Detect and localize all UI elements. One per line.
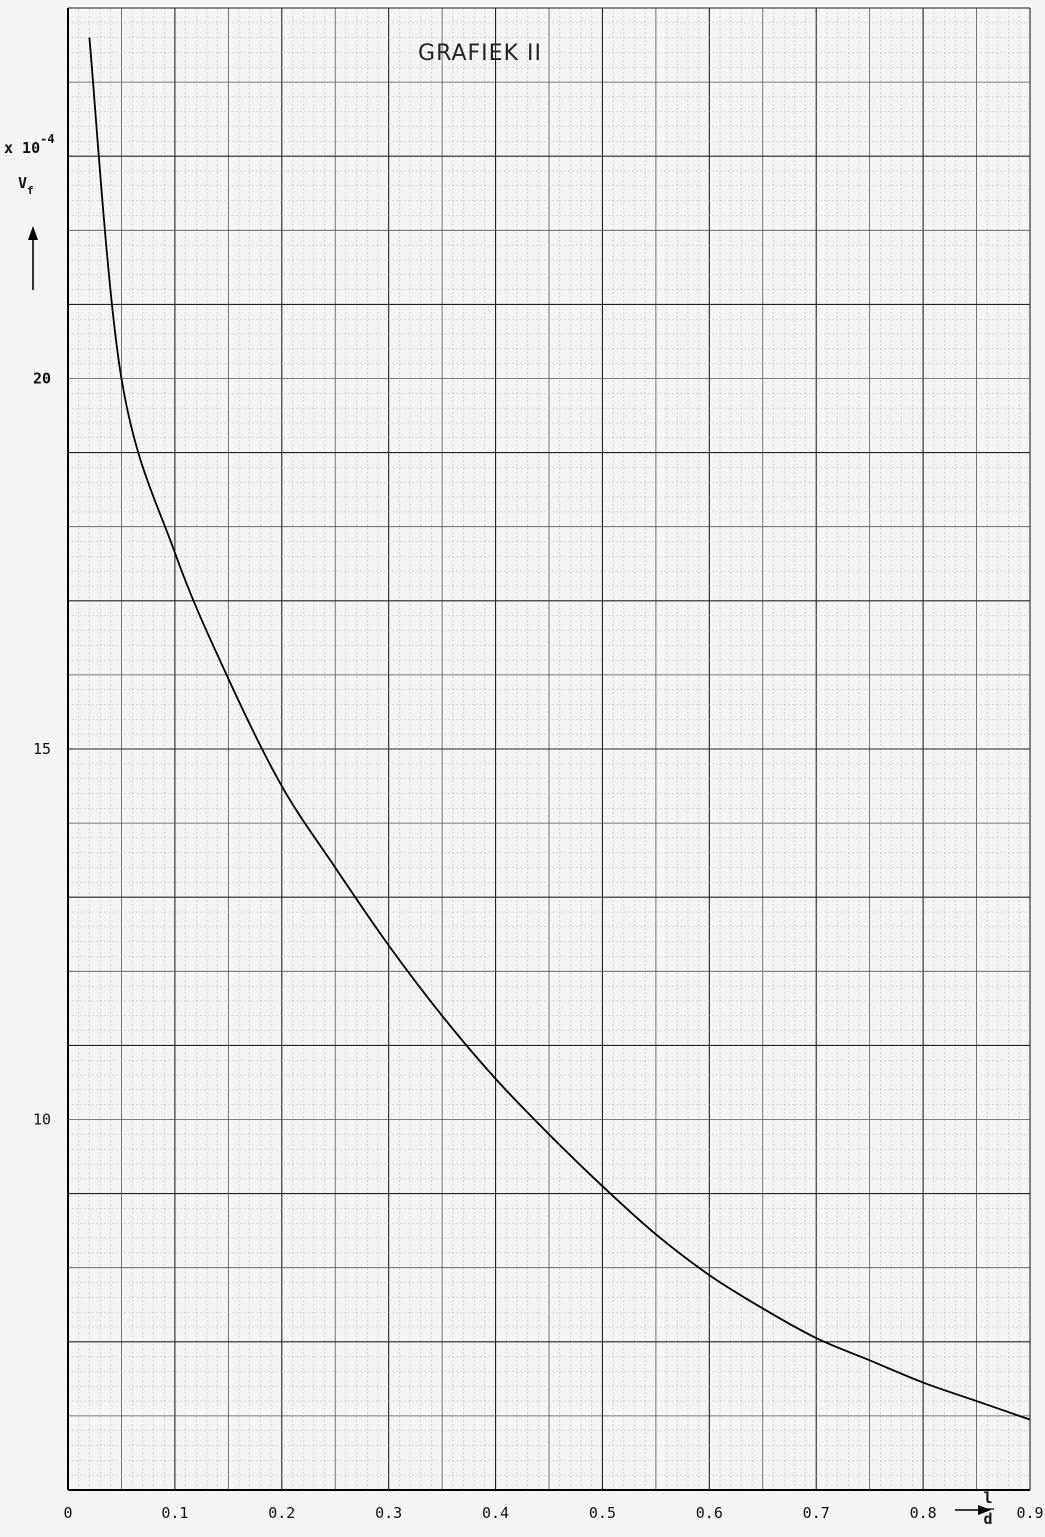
- x-tick-label: 0.4: [482, 1504, 509, 1522]
- x-tick-label: 0.1: [161, 1504, 188, 1522]
- x-tick-label: 0.9: [1016, 1504, 1043, 1522]
- x-axis-label-denominator: d: [983, 1510, 992, 1528]
- x-axis-arrow-icon: [955, 1505, 991, 1515]
- x-tick-label: 0: [63, 1504, 72, 1522]
- x-tick-label: 0.2: [268, 1504, 295, 1522]
- x-axis-label-numerator: l: [983, 1489, 992, 1507]
- x-tick-label: 0.8: [910, 1504, 937, 1522]
- grid: [67, 7, 1031, 1491]
- x-tick-label: 0.5: [589, 1504, 616, 1522]
- y-tick-label: 10: [33, 1111, 51, 1129]
- y-unit-exponent: -4: [40, 132, 54, 146]
- chart-title: GRAFIEK II: [418, 41, 542, 66]
- y-tick-label: 20: [33, 370, 51, 388]
- y-axis-label: Vf: [18, 174, 34, 197]
- y-tick-label: 15: [33, 740, 51, 758]
- y-axis-arrow-icon: [28, 226, 38, 290]
- x-axis-label: l d: [982, 1489, 994, 1528]
- tick-labels: 0 0.1 0.2 0.3 0.4 0.5 0.6 0.7 0.8 0.9 20 15 10: [33, 370, 1044, 1523]
- axes: [67, 8, 1030, 1491]
- y-axis-label-v: V: [18, 174, 27, 192]
- series-line: [88, 37, 1031, 1421]
- x-tick-label: 0.6: [696, 1504, 723, 1522]
- x-tick-label: 0.7: [803, 1504, 830, 1522]
- series: [88, 37, 1031, 1421]
- y-unit-base: x 10: [4, 139, 40, 157]
- x-tick-label: 0.3: [375, 1504, 402, 1522]
- y-axis-label-sub: f: [27, 184, 34, 197]
- y-unit-label: x 10-4: [4, 132, 55, 157]
